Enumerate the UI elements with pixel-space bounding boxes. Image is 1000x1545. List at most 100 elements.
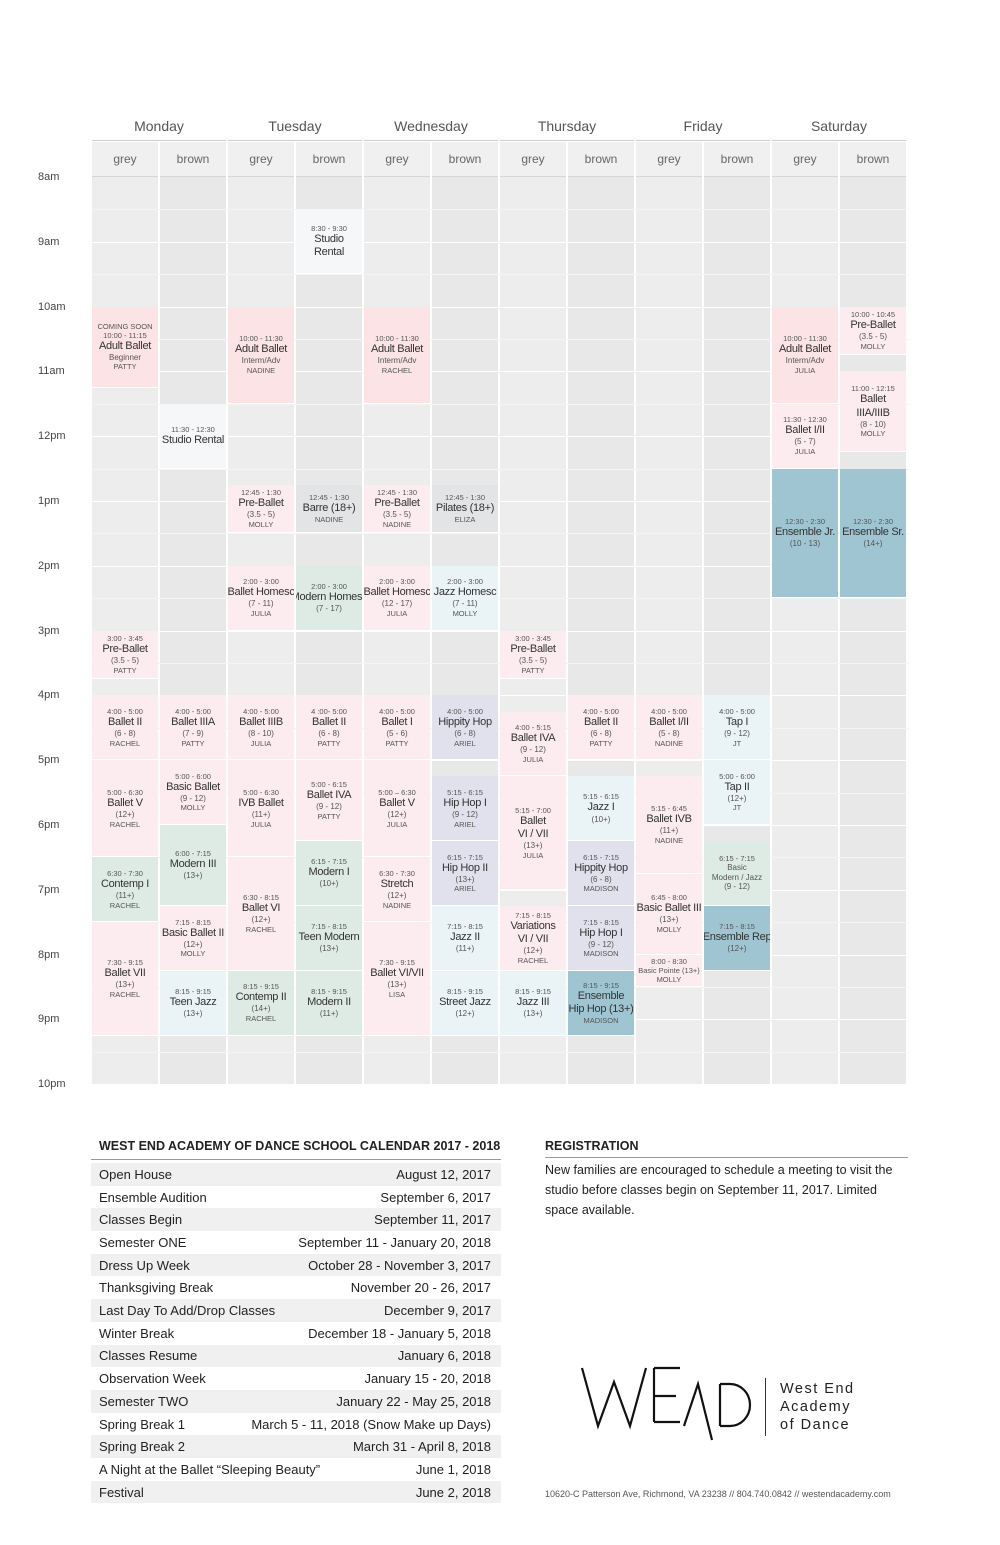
class-line-nm: Pre-Ballet bbox=[238, 497, 284, 510]
class-line-nm: Ballet VII bbox=[104, 966, 146, 979]
calendar-event: Semester ONE bbox=[99, 1234, 187, 1250]
class-block[interactable]: 7:15 - 8:15 Variations VI / VII (12+) RACHEL bbox=[500, 906, 566, 971]
class-block[interactable]: 2:00 - 3:00Modern Homesc(7 - 17) bbox=[296, 565, 362, 631]
class-block[interactable]: 8:15 - 9:15 Teen Jazz (13+) bbox=[160, 970, 226, 1036]
class-line-sm: 7:15 - 8:15 bbox=[583, 917, 619, 927]
class-block[interactable]: 4:00 - 5:00 Ballet IIIB (8 - 10) JULIA bbox=[228, 695, 294, 761]
wead-logo-mark bbox=[580, 1366, 752, 1441]
class-line-sm: 5:00 - 6:15 bbox=[311, 779, 347, 789]
class-line-nm: Ballet I/II bbox=[785, 424, 825, 437]
class-line-ag: (12+) bbox=[387, 891, 407, 901]
class-line-sm: 8:30 - 9:30 bbox=[311, 223, 347, 233]
class-block[interactable]: 5:00 - 6:30 IVB Ballet (11+) JULIA bbox=[228, 760, 294, 858]
class-line-ag: Basic bbox=[727, 863, 747, 873]
class-block[interactable]: 8:00 - 8:30 Basic Pointe (13+) MOLLY bbox=[636, 954, 702, 987]
time-label: 3pm bbox=[38, 624, 60, 637]
class-line-nm: Ballet I bbox=[381, 715, 413, 728]
calendar-event: Winter Break bbox=[99, 1325, 175, 1341]
class-line-sm: 10:00 - 11:15 bbox=[103, 330, 147, 340]
class-block[interactable]: 2:00 - 3:00 Jazz Homesc (7 - 11) MOLLY bbox=[432, 565, 498, 631]
class-block[interactable]: 6:30 - 7:30 Stretch (12+) NADINE bbox=[364, 857, 430, 923]
class-line-ag: (12+) bbox=[183, 939, 203, 949]
class-block[interactable]: 2:00 - 3:00 Ballet Homesc (12 - 17) JULIA bbox=[364, 565, 430, 631]
class-block[interactable]: 2:00 - 3:00 Ballet Homesc (7 - 11) JULIA bbox=[228, 565, 294, 631]
class-block[interactable]: 10:00 - 11:30 Adult Ballet Interm/Adv JULIA bbox=[772, 306, 838, 404]
class-block[interactable]: 12:45 - 1:30 Pilates (18+) ELIZA bbox=[432, 484, 498, 534]
class-block[interactable]: 5:15 - 6:15 Jazz I (10+) bbox=[568, 776, 634, 842]
class-block[interactable]: 6:15 - 7:15 Hippity Hop (6 - 8) MADISON bbox=[568, 841, 634, 906]
class-line-sm: 10:00 - 10:45 bbox=[850, 310, 896, 319]
class-line-ag: (13+) bbox=[523, 1008, 543, 1018]
class-block[interactable]: 6:15 - 7:15 Basic Modern / Jazz (9 - 12) bbox=[704, 841, 770, 906]
class-line-sm: 5:15 - 7:00 bbox=[515, 805, 551, 815]
class-block[interactable]: 7:30 - 9:15 Ballet VII (13+) RACHEL bbox=[92, 922, 158, 1036]
class-block[interactable]: 12:45 - 1:30 Barre (18+) NADINE bbox=[296, 484, 362, 534]
class-block[interactable]: 12:30 - 2:30 Ensemble Jr. (10 - 13) bbox=[772, 468, 838, 599]
class-block[interactable]: 8:15 - 9:15 Contemp II (14+) RACHEL bbox=[228, 970, 294, 1036]
class-block[interactable]: 7:15 - 8:15 Basic Ballet II (12+) MOLLY bbox=[160, 906, 226, 971]
class-line-ag: Interm/Adv bbox=[241, 356, 281, 366]
class-line-ag: (3.5 - 5) bbox=[246, 510, 275, 520]
class-block[interactable]: 8:15 - 9:15 Ensemble Hip Hop (13+) MADISON bbox=[568, 970, 634, 1036]
class-line-ag: (12+) bbox=[251, 915, 271, 925]
class-block[interactable]: 8:15 - 9:15 Jazz III (13+) bbox=[500, 970, 566, 1036]
class-block[interactable]: 5:00 - 6:15 Ballet IVA (9 - 12) PATTY bbox=[296, 760, 362, 842]
class-block[interactable]: 3:00 - 3:45 Pre-Ballet (3.5 - 5) PATTY bbox=[92, 630, 158, 680]
class-block[interactable]: 5:15 - 6:45 Ballet IVB (11+) NADINE bbox=[636, 776, 702, 874]
class-block[interactable]: 8:15 - 9:15 Street Jazz (12+) bbox=[432, 970, 498, 1036]
class-block[interactable]: 12:30 - 2:30 Ensemble Sr. (14+) bbox=[840, 468, 906, 599]
class-line-sm: 12:45 - 1:30 bbox=[308, 493, 350, 502]
class-block[interactable]: 4:00 - 5:00 Ballet I (5 - 6) PATTY bbox=[364, 695, 430, 761]
class-line-tc: NADINE bbox=[654, 835, 684, 845]
class-block[interactable]: 10:00 - 11:30 Adult Ballet Interm/Adv NADIN… bbox=[228, 306, 294, 404]
class-block[interactable]: 6:00 - 7:15 Modern III (13+) bbox=[160, 825, 226, 906]
class-block[interactable]: 4 :00- 5:00 Ballet II (6 - 8) PATTY bbox=[296, 695, 362, 761]
class-block[interactable]: 4:00 - 5:00 Ballet II (6 - 8) RACHEL bbox=[92, 695, 158, 761]
class-block[interactable]: 8:30 - 9:30 Studio Rental bbox=[296, 209, 362, 275]
class-block[interactable]: 7:15 - 8:15 Ensemble Rep (12+) bbox=[704, 906, 770, 971]
class-line-ag: (10 - 13) bbox=[789, 539, 821, 549]
class-block[interactable]: 6:45 - 8:00 Basic Ballet III (13+) MOLLY bbox=[636, 873, 702, 955]
class-block[interactable]: 8:15 - 9:15 Modern II (11+) bbox=[296, 970, 362, 1036]
class-block[interactable]: 3:00 - 3:45 Pre-Ballet (3.5 - 5) PATTY bbox=[500, 630, 566, 680]
day-header-thursday: Thursday bbox=[500, 112, 634, 141]
class-block[interactable]: 7:30 - 9:15 Ballet VI/VII (13+) LISA bbox=[364, 922, 430, 1036]
class-block[interactable]: 5:00 – 6:30 Ballet V (12+) JULIA bbox=[364, 760, 430, 858]
class-block[interactable]: 12:45 - 1:30 Pre-Ballet (3.5 - 5) NADINE bbox=[364, 484, 430, 534]
class-line-ag: (12+) bbox=[115, 810, 135, 820]
class-block[interactable]: 4:00 - 5:00 Ballet II (6 - 8) PATTY bbox=[568, 695, 634, 761]
calendar-date: October 28 - November 3, 2017 bbox=[308, 1257, 491, 1273]
class-block[interactable]: 5:00 - 6:00 Tap II (12+) JT bbox=[704, 760, 770, 825]
class-block[interactable]: 11:00 - 12:15 Ballet IIIA/IIIB (8 - 10) MOLL… bbox=[840, 371, 906, 453]
class-block[interactable]: 12:45 - 1:30 Pre-Ballet (3.5 - 5) MOLLY bbox=[228, 484, 294, 534]
class-block[interactable]: 10:00 - 10:45 Pre-Ballet (3.5 - 5) MOLLY bbox=[840, 306, 906, 356]
class-line-ag: (11+) bbox=[251, 810, 271, 820]
class-line-tc: NADINE bbox=[654, 738, 684, 748]
class-block[interactable]: 6:30 - 8:15 Ballet VI (12+) RACHEL bbox=[228, 857, 294, 971]
class-block[interactable]: 5:00 - 6:30 Ballet V (12+) RACHEL bbox=[92, 760, 158, 858]
class-block[interactable]: 11:30 - 12:30 Ballet I/II (5 - 7) JULIA bbox=[772, 403, 838, 469]
class-block[interactable]: 10:00 - 11:30 Adult Ballet Interm/Adv RACHE… bbox=[364, 306, 430, 404]
class-line-nm: Ensemble bbox=[577, 989, 625, 1002]
class-line-ag: (9 - 12) bbox=[452, 810, 478, 820]
class-block[interactable]: 5:00 - 6:00 Basic Ballet (9 - 12) MOLLY bbox=[160, 760, 226, 825]
class-block[interactable]: 11:30 - 12:30 Studio Rental bbox=[160, 403, 226, 469]
class-line-nm: Hip Hop (13+) bbox=[568, 1002, 634, 1015]
class-block[interactable]: 4:00 - 5:00 Tap I (9 - 12) JT bbox=[704, 695, 770, 761]
class-block[interactable]: 7:15 - 8:15 Teen Modern (13+) bbox=[296, 906, 362, 971]
class-line-sm: 4:00 - 5:00 bbox=[107, 706, 143, 716]
class-block[interactable]: 5:15 - 7:00 Ballet VI / VII (13+) JULIA bbox=[500, 776, 566, 890]
class-block[interactable]: 6:15 - 7:15 Modern I (10+) bbox=[296, 841, 362, 906]
class-block[interactable]: 4:00 - 5:00 Ballet IIIA (7 - 9) PATTY bbox=[160, 695, 226, 761]
class-block[interactable]: 7:15 - 8:15 Hip Hop I (9 - 12) MADISON bbox=[568, 906, 634, 971]
class-block[interactable]: 4:00 - 5:00 Hippity Hop (6 - 8) ARIEL bbox=[432, 695, 498, 761]
class-block[interactable]: 6:15 - 7:15 Hip Hop II (13+) ARIEL bbox=[432, 841, 498, 906]
class-line-ag: (14+) bbox=[863, 539, 883, 549]
class-line-nm: Hip Hop I bbox=[443, 796, 487, 809]
class-block[interactable]: 6:30 - 7:30 Contemp I (11+) RACHEL bbox=[92, 857, 158, 923]
class-block[interactable]: 4:00 - 5:00 Ballet I/II (5 - 8) NADINE bbox=[636, 695, 702, 761]
class-block[interactable]: 7:15 - 8:15 Jazz II (11+) bbox=[432, 906, 498, 971]
class-block[interactable]: 4:00 - 5:15 Ballet IVA (9 - 12) JULIA bbox=[500, 711, 566, 777]
class-block[interactable]: COMING SOON 10:00 - 11:15 Adult Ballet Begi… bbox=[92, 306, 158, 388]
class-block[interactable]: 5:15 - 6:15 Hip Hop I (9 - 12) ARIEL bbox=[432, 776, 498, 842]
